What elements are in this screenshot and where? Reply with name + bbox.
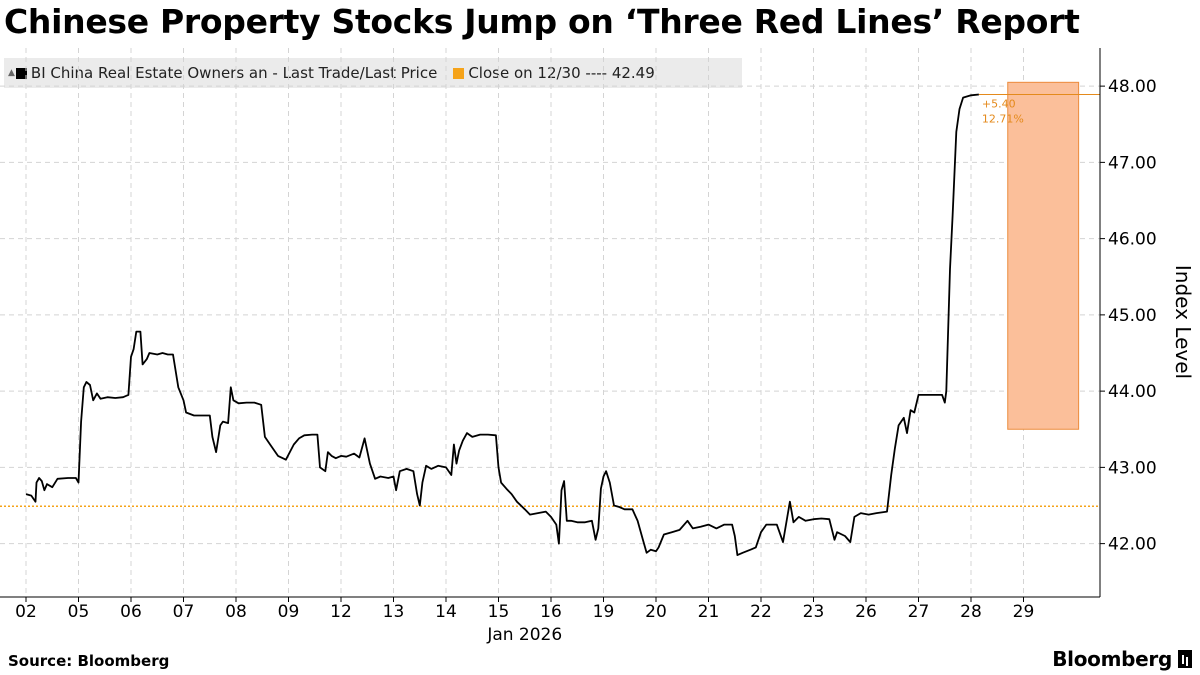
x-tick-label: 22 (750, 602, 772, 622)
x-tick-label: 21 (698, 602, 720, 622)
x-tick-label: 19 (593, 602, 615, 622)
x-tick-label: 08 (225, 602, 247, 622)
y-axis-title: Index Level (1171, 265, 1195, 379)
x-tick-label: 23 (803, 602, 825, 622)
x-tick-label: 26 (855, 602, 877, 622)
legend-swatch-close (453, 67, 465, 79)
x-tick-label: 15 (488, 602, 510, 622)
y-tick-label: 44.00 (1108, 382, 1157, 402)
source-note: Source: Bloomberg (8, 652, 170, 670)
x-tick-label: 13 (383, 602, 405, 622)
y-tick-label: 43.00 (1108, 458, 1157, 478)
highlight-box (1007, 81, 1080, 430)
price-series-line (25, 93, 979, 556)
brand-name: Bloomberg (1052, 647, 1172, 671)
y-tick-label: 42.00 (1108, 535, 1157, 555)
x-tick-label: 12 (330, 602, 352, 622)
y-tick-label: 46.00 (1108, 230, 1157, 250)
bloomberg-logo-icon (1178, 650, 1192, 668)
legend-swatch-series (15, 67, 27, 79)
x-tick-label: 06 (120, 602, 142, 622)
x-tick-label: 27 (908, 602, 930, 622)
x-axis-title: Jan 2026 (486, 625, 562, 645)
x-tick-label: 05 (68, 602, 90, 622)
legend-toggle-icon: ▲ (8, 68, 15, 78)
y-tick-label: 47.00 (1108, 153, 1157, 173)
x-tick-label: 28 (960, 602, 982, 622)
legend-series-label: BI China Real Estate Owners an - Last Tr… (30, 64, 438, 82)
x-tick-label: 14 (435, 602, 457, 622)
y-tick-label: 45.00 (1108, 306, 1157, 326)
y-tick-label: 48.00 (1108, 77, 1157, 97)
x-tick-label: 02 (15, 602, 37, 622)
brand-logo: Bloomberg (1052, 647, 1192, 671)
x-tick-label: 16 (540, 602, 562, 622)
x-tick-label: 20 (645, 602, 667, 622)
annotation-label: 12.71% (982, 113, 1024, 126)
legend-item-close: Close on 12/30 ---- 42.49 (453, 64, 655, 82)
legend-item-series: ▲ BI China Real Estate Owners an - Last … (4, 64, 437, 82)
chart-legend: ▲ BI China Real Estate Owners an - Last … (4, 58, 742, 88)
annotation-label: +5.40 (982, 98, 1016, 111)
x-tick-label: 09 (278, 602, 300, 622)
chart-title: Chinese Property Stocks Jump on ‘Three R… (4, 2, 1080, 41)
x-tick-label: 07 (173, 602, 195, 622)
legend-close-label: Close on 12/30 ---- 42.49 (468, 64, 655, 82)
x-tick-label: 29 (1013, 602, 1035, 622)
